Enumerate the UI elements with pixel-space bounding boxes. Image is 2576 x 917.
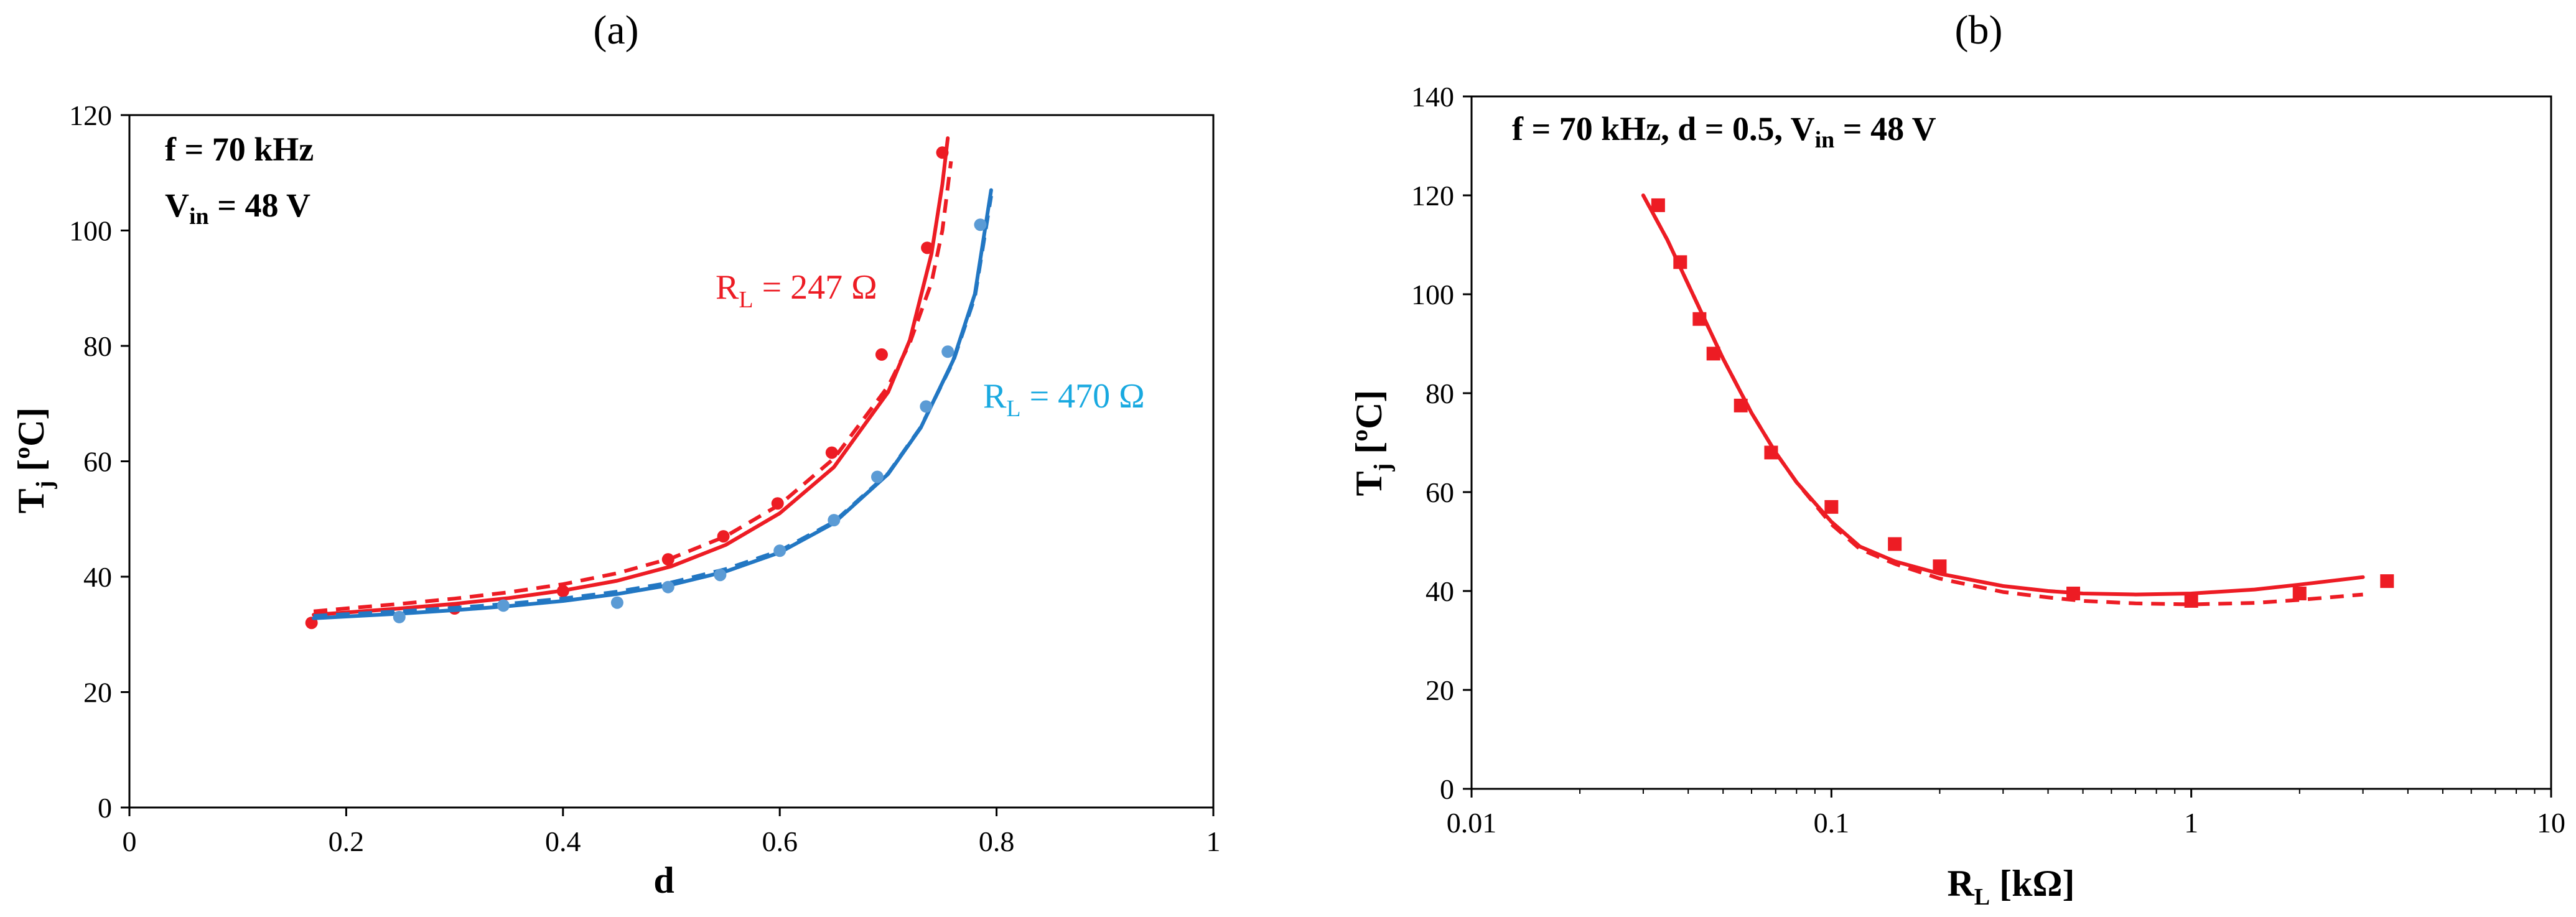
panel-b-plot-frame xyxy=(1470,95,2552,790)
y-tick-label: 60 xyxy=(1426,477,1454,508)
y-tick-label: 60 xyxy=(83,446,112,478)
series-line-rl-470-solid xyxy=(312,188,993,620)
x-tick-label: 0.2 xyxy=(329,826,365,857)
data-point-measured xyxy=(1692,312,1707,326)
panel-a: (a) 0 0.2 0.4 0.6 0.8 1 0 20 40 60 80 100 120 d Tj … xyxy=(11,7,1221,901)
data-point-rl-470-measured xyxy=(828,514,841,527)
data-point-measured xyxy=(1651,198,1665,212)
series-line-model-dashed xyxy=(1641,194,2363,607)
y-tick-label: 0 xyxy=(98,792,112,824)
series-line-model-solid xyxy=(1641,193,2365,597)
series-line-rl-247-solid xyxy=(312,136,950,617)
data-point-rl-247-measured xyxy=(717,530,730,543)
panel-b-label: (b) xyxy=(1955,7,2003,53)
y-tick-label: 100 xyxy=(1411,279,1454,310)
x-tick-label: 0.4 xyxy=(545,826,581,857)
x-tick-label: 0 xyxy=(123,826,137,857)
x-tick-label: 0.1 xyxy=(1814,807,1850,839)
data-point-rl-470-measured xyxy=(714,569,727,582)
panel-a-annotation-frequency: f = 70 kHz xyxy=(165,131,314,168)
panel-a-series xyxy=(305,136,993,630)
data-point-measured xyxy=(1764,445,1778,460)
data-point-rl-247-measured xyxy=(556,585,569,598)
y-tick-label: 40 xyxy=(1426,575,1454,607)
data-point-rl-247-measured xyxy=(825,446,838,459)
data-point-rl-470-measured xyxy=(974,218,987,231)
y-tick-label: 20 xyxy=(83,677,112,709)
x-tick-label: 1 xyxy=(2184,807,2198,839)
data-point-rl-247-measured xyxy=(921,241,934,254)
y-tick-label: 80 xyxy=(83,330,112,362)
x-tick-label: 0.01 xyxy=(1447,807,1497,839)
panel-a-label: (a) xyxy=(593,7,638,53)
data-point-measured xyxy=(1933,559,1947,574)
data-point-measured xyxy=(1824,500,1839,514)
series-line-rl-470-dashed xyxy=(313,195,993,618)
panel-b-y-ticks: 0 20 40 60 80 100 120 140 xyxy=(1411,81,1472,805)
data-point-rl-247-measured xyxy=(875,348,888,361)
panel-a-y-ticks: 0 20 40 60 80 100 120 xyxy=(69,100,129,824)
y-tick-label: 120 xyxy=(1411,180,1454,212)
data-point-rl-470-measured xyxy=(393,610,406,623)
y-tick-label: 140 xyxy=(1411,81,1454,113)
data-point-rl-470-measured xyxy=(497,599,510,612)
data-point-measured xyxy=(1673,255,1687,269)
panel-b-annotation: f = 70 kHz, d = 0.5, Vin = 48 V xyxy=(1512,110,1936,153)
data-point-rl-247-measured xyxy=(936,146,949,159)
curve-label-rl-247: RL = 247 Ω xyxy=(716,268,877,313)
panel-a-x-ticks: 0 0.2 0.4 0.6 0.8 1 xyxy=(123,808,1221,857)
x-tick-label: 10 xyxy=(2537,807,2565,839)
data-point-rl-247-measured xyxy=(661,553,674,566)
data-point-measured xyxy=(2066,586,2081,600)
y-tick-label: 0 xyxy=(1440,773,1454,805)
data-point-measured xyxy=(2292,586,2307,600)
panel-a-y-axis-label: Tj [ºC] xyxy=(11,407,58,514)
panel-b-x-axis-label: RL [kΩ] xyxy=(1947,863,2074,910)
data-point-measured xyxy=(2184,593,2198,608)
data-point-rl-470-measured xyxy=(920,400,933,413)
y-tick-label: 80 xyxy=(1426,378,1454,409)
panel-a-x-axis-label: d xyxy=(653,860,674,901)
panel-b-series xyxy=(1641,193,2394,608)
curve-label-rl-470: RL = 470 Ω xyxy=(983,377,1145,422)
y-tick-label: 100 xyxy=(69,215,112,247)
data-point-rl-470-measured xyxy=(773,544,786,557)
series-line-rl-247-dashed xyxy=(313,161,953,613)
panel-b: (b) 0.01 0.1 1 10 0 20 40 60 80 100 120 140 RL [kΩ… xyxy=(1348,7,2565,910)
y-tick-label: 20 xyxy=(1426,674,1454,706)
panel-a-annotation-vin: Vin = 48 V xyxy=(165,187,310,230)
x-tick-label: 0.8 xyxy=(979,826,1015,857)
data-point-measured xyxy=(1888,537,1902,551)
data-point-rl-247-measured xyxy=(771,497,784,510)
panel-b-x-ticks: 0.01 0.1 1 10 xyxy=(1447,789,2565,839)
data-point-rl-470-measured xyxy=(610,596,623,609)
y-tick-label: 40 xyxy=(83,561,112,593)
data-point-rl-470-measured xyxy=(941,345,954,358)
data-point-measured xyxy=(1706,347,1720,361)
x-tick-label: 1 xyxy=(1206,826,1221,857)
data-point-measured xyxy=(1734,398,1748,412)
x-tick-label: 0.6 xyxy=(762,826,798,857)
data-point-measured xyxy=(2380,574,2394,589)
data-point-rl-470-measured xyxy=(870,470,884,483)
data-point-rl-470-measured xyxy=(661,580,674,593)
panel-b-y-axis-label: Tj [ºC] xyxy=(1348,390,1396,496)
y-tick-label: 120 xyxy=(69,100,112,131)
